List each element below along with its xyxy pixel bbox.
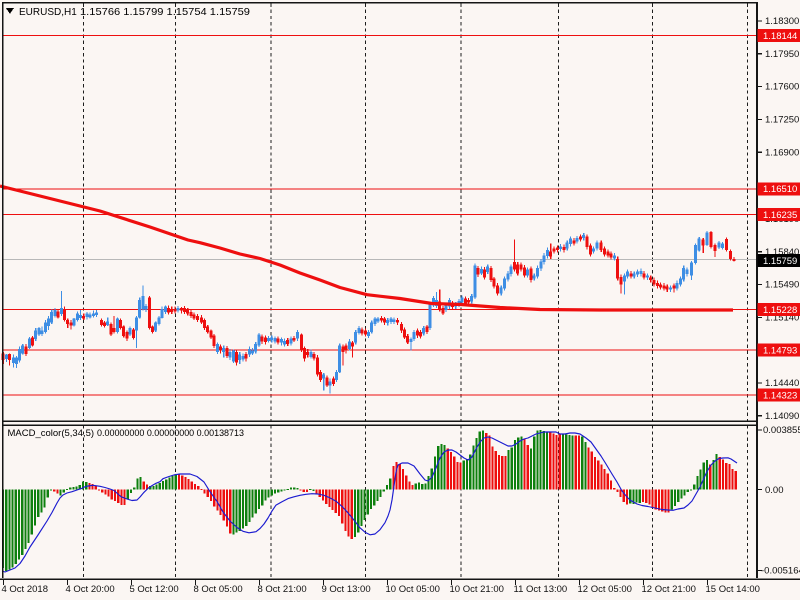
svg-text:-0.0051640: -0.0051640 xyxy=(761,566,800,577)
svg-text:10 Oct 21:00: 10 Oct 21:00 xyxy=(450,584,504,595)
svg-text:9 Oct 13:00: 9 Oct 13:00 xyxy=(322,584,371,595)
svg-text:EURUSD,H1: EURUSD,H1 xyxy=(19,7,77,18)
svg-text:8 Oct 05:00: 8 Oct 05:00 xyxy=(194,584,243,595)
svg-text:1.14090: 1.14090 xyxy=(765,411,799,422)
svg-text:0.00000000 0.00000000 0.001387: 0.00000000 0.00000000 0.00138713 xyxy=(97,428,244,439)
svg-text:1.17250: 1.17250 xyxy=(765,115,799,126)
svg-text:1.18300: 1.18300 xyxy=(765,16,799,27)
svg-text:1.16510: 1.16510 xyxy=(763,184,797,195)
svg-text:4 Oct 20:00: 4 Oct 20:00 xyxy=(66,584,115,595)
svg-text:1.15759: 1.15759 xyxy=(763,256,797,267)
svg-text:1.16900: 1.16900 xyxy=(765,147,799,158)
svg-text:11 Oct 13:00: 11 Oct 13:00 xyxy=(514,584,568,595)
svg-text:12 Oct 21:00: 12 Oct 21:00 xyxy=(642,584,696,595)
svg-text:MACD_color(5,34,5): MACD_color(5,34,5) xyxy=(8,428,95,439)
svg-text:4 Oct 2018: 4 Oct 2018 xyxy=(2,584,48,595)
svg-text:1.15140: 1.15140 xyxy=(765,313,799,324)
svg-text:10 Oct 05:00: 10 Oct 05:00 xyxy=(386,584,440,595)
svg-text:1.14440: 1.14440 xyxy=(765,378,799,389)
svg-text:1.15490: 1.15490 xyxy=(765,280,799,291)
svg-text:1.16235: 1.16235 xyxy=(763,210,797,221)
svg-text:1.14323: 1.14323 xyxy=(763,390,797,401)
svg-text:0.00: 0.00 xyxy=(765,485,784,496)
svg-text:5 Oct 12:00: 5 Oct 12:00 xyxy=(130,584,179,595)
svg-text:1.17600: 1.17600 xyxy=(765,82,799,93)
svg-text:1.18144: 1.18144 xyxy=(763,31,797,42)
svg-text:1.15766 1.15799 1.15754 1.1575: 1.15766 1.15799 1.15754 1.15759 xyxy=(80,6,250,18)
svg-text:8 Oct 21:00: 8 Oct 21:00 xyxy=(258,584,307,595)
svg-text:0.0038554: 0.0038554 xyxy=(763,425,800,436)
svg-text:12 Oct 05:00: 12 Oct 05:00 xyxy=(578,584,632,595)
svg-text:1.17950: 1.17950 xyxy=(765,49,799,60)
svg-text:15 Oct 14:00: 15 Oct 14:00 xyxy=(706,584,760,595)
svg-text:1.14793: 1.14793 xyxy=(763,345,797,356)
svg-text:1.15228: 1.15228 xyxy=(763,305,797,316)
svg-text:1.15840: 1.15840 xyxy=(765,247,799,258)
